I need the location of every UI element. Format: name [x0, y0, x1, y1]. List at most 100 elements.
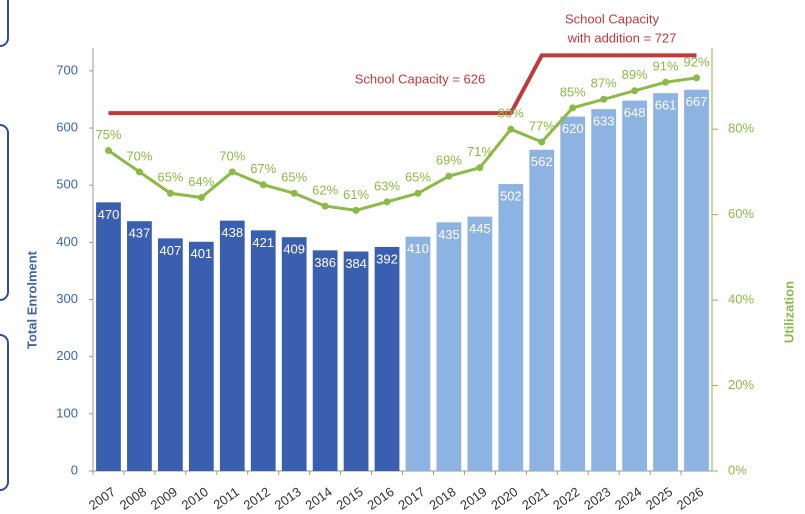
x-tick-label: 2022 — [550, 484, 582, 513]
point — [662, 78, 670, 86]
point — [600, 95, 608, 103]
y2-axis-title: Utilization — [781, 281, 796, 343]
point — [693, 74, 701, 82]
x-tick-label: 2010 — [179, 484, 211, 513]
y-tick-label: 200 — [56, 348, 78, 363]
bar-label: 392 — [376, 251, 398, 266]
point — [445, 172, 453, 180]
point-label: 64% — [188, 174, 214, 189]
annotation: School Capacity = 626 — [355, 71, 485, 86]
point — [352, 206, 360, 214]
point-label: 70% — [219, 148, 245, 163]
bar-label: 661 — [655, 98, 677, 113]
bar-label: 409 — [283, 242, 305, 257]
y2-tick-label: 20% — [728, 377, 754, 392]
point-label: 85% — [560, 84, 586, 99]
bar-label: 401 — [190, 246, 212, 261]
point-label: 87% — [591, 76, 617, 91]
x-tick-label: 2018 — [426, 484, 458, 513]
point-label: 65% — [157, 170, 183, 185]
x-tick-label: 2015 — [333, 484, 365, 513]
point-label: 89% — [622, 67, 648, 82]
bar — [591, 109, 617, 471]
point — [507, 125, 515, 133]
point — [414, 189, 422, 197]
point-label: 70% — [126, 148, 152, 163]
bar-label: 438 — [221, 225, 243, 240]
point — [321, 202, 329, 210]
bar-label: 502 — [500, 188, 522, 203]
x-tick-label: 2025 — [643, 484, 675, 513]
bar — [312, 250, 338, 471]
x-tick-label: 2021 — [519, 484, 551, 513]
bar — [343, 251, 369, 471]
point — [569, 104, 577, 112]
x-tick-label: 2017 — [395, 484, 427, 513]
point — [383, 198, 391, 206]
bar-label: 470 — [98, 207, 120, 222]
point-label: 92% — [684, 54, 710, 69]
point — [135, 168, 143, 176]
bar-label: 437 — [129, 226, 151, 241]
y-axis-title: Total Enrolment — [24, 250, 39, 349]
side-frame — [0, 334, 9, 491]
bar — [374, 246, 400, 471]
bar — [653, 93, 678, 471]
bar — [405, 236, 431, 471]
line — [108, 53, 697, 116]
x-tick-label: 2008 — [117, 484, 149, 513]
y2-tick-label: 80% — [728, 121, 754, 136]
x-tick-label: 2023 — [581, 484, 613, 513]
bar-label: 633 — [593, 114, 615, 129]
y-tick-label: 100 — [56, 405, 78, 420]
point — [197, 194, 205, 202]
x-tick-label: 2026 — [674, 484, 706, 513]
point-label: 63% — [374, 178, 400, 193]
bar-label: 648 — [624, 105, 646, 120]
bar — [219, 220, 245, 471]
point — [259, 181, 267, 189]
bar — [529, 149, 555, 471]
side-frame — [0, 0, 9, 47]
bar — [281, 237, 307, 471]
side-frame — [0, 124, 9, 301]
bar-label: 407 — [160, 243, 182, 258]
x-tick-label: 2019 — [457, 484, 489, 513]
point — [631, 87, 639, 95]
x-tick-label: 2009 — [148, 484, 180, 513]
point-label: 75% — [95, 127, 121, 142]
point-label: 71% — [467, 144, 493, 159]
bar-label: 562 — [531, 154, 553, 169]
bar-label: 410 — [407, 241, 429, 256]
y-tick-label: 0 — [71, 462, 78, 477]
point-label: 69% — [436, 153, 462, 168]
x-tick-label: 2014 — [303, 484, 335, 513]
x-tick-label: 2011 — [210, 484, 242, 512]
bar — [498, 184, 524, 471]
point — [166, 189, 174, 197]
point-label: 77% — [529, 118, 555, 133]
x-tick-label: 2020 — [488, 484, 520, 513]
point-label: 91% — [653, 59, 679, 74]
bar — [127, 221, 152, 471]
bar — [467, 216, 493, 471]
bar-label: 435 — [438, 227, 460, 242]
point-label: 65% — [405, 170, 431, 185]
point — [104, 147, 112, 155]
bar-label: 667 — [686, 94, 708, 109]
point-label: 65% — [281, 170, 307, 185]
point-label: 67% — [250, 161, 276, 176]
point — [476, 164, 484, 172]
annotation: School Capacity — [565, 11, 659, 26]
bar — [560, 116, 586, 471]
annotation: with addition = 727 — [567, 30, 677, 45]
x-tick-label: 2012 — [241, 484, 273, 513]
y-tick-label: 500 — [56, 177, 78, 192]
point — [228, 168, 236, 176]
point — [290, 189, 298, 197]
bar-label: 384 — [345, 256, 367, 271]
x-tick-label: 2013 — [272, 484, 304, 513]
bar-label: 620 — [562, 121, 584, 136]
bar — [157, 238, 183, 471]
point-label: 61% — [343, 187, 369, 202]
